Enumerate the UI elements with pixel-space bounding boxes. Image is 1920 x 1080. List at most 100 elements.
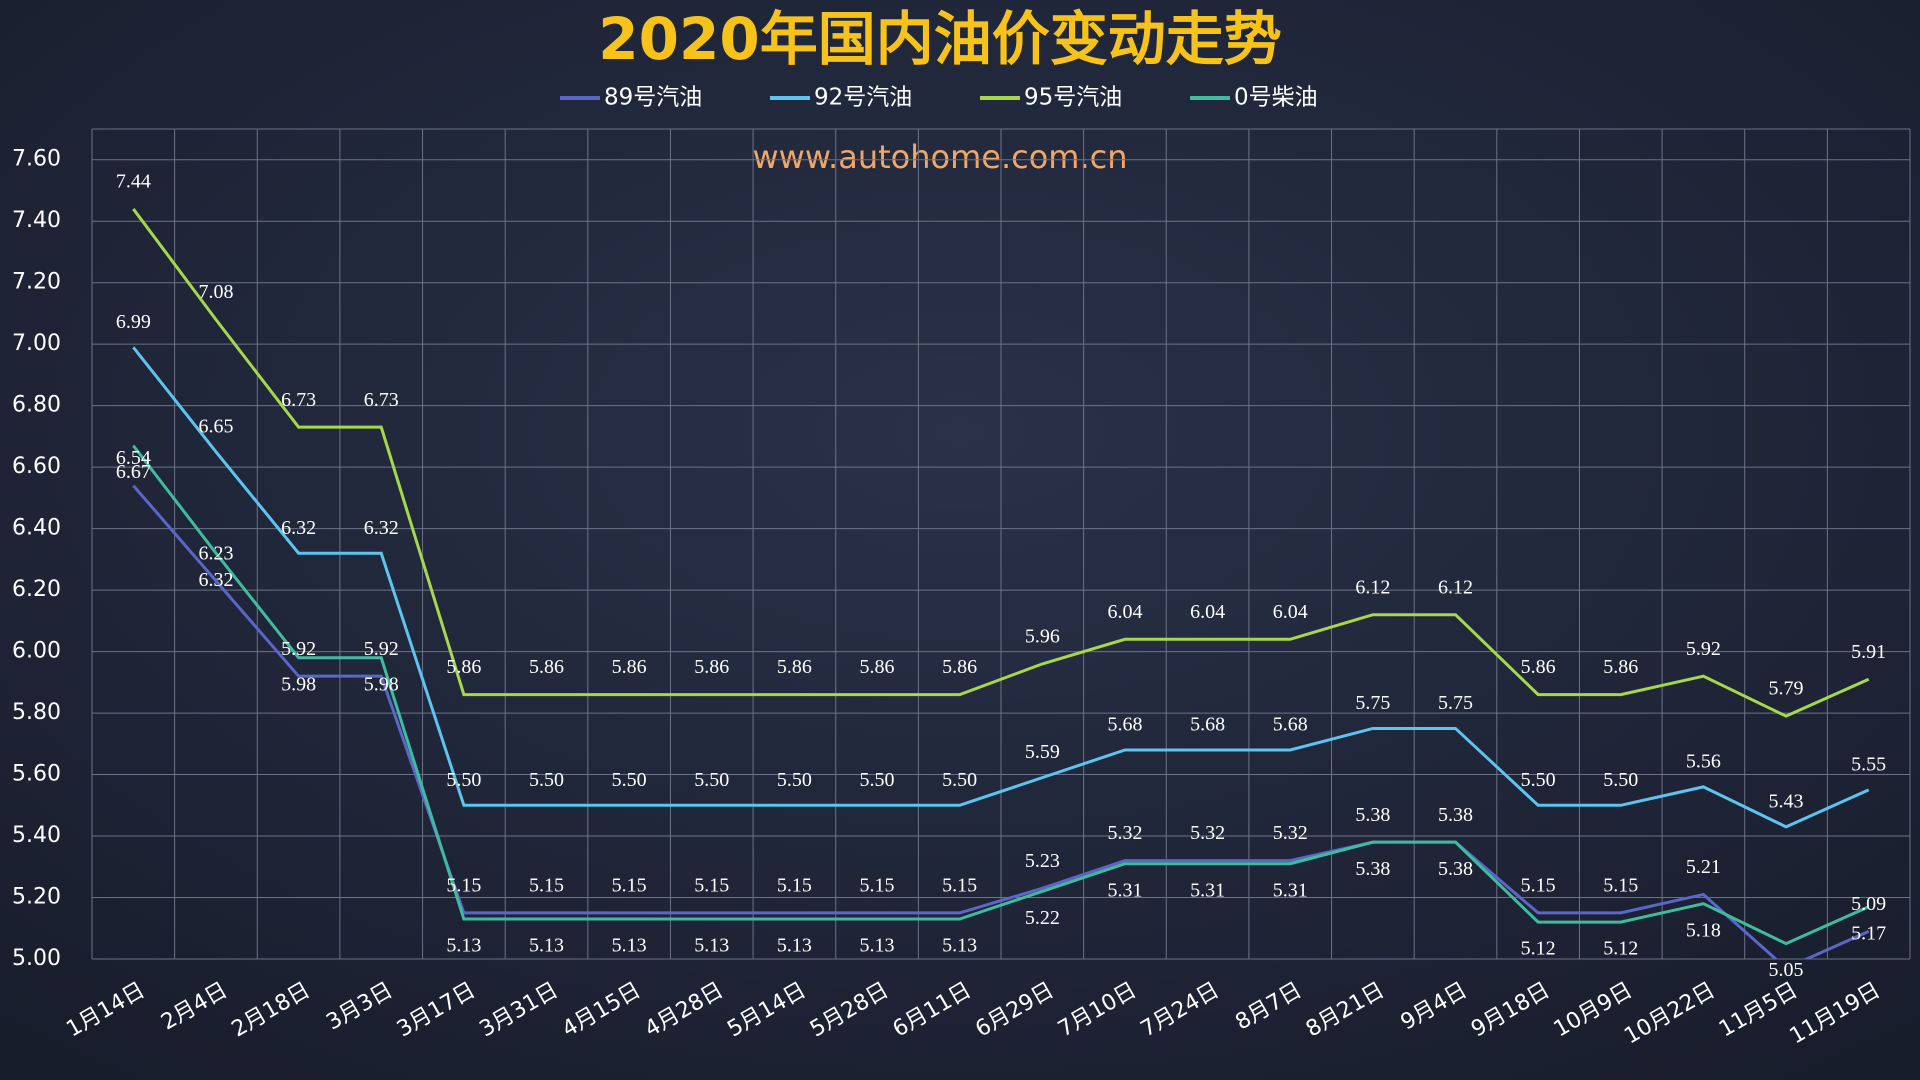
value-label: 5.15 [529,874,564,896]
value-label: 5.38 [1438,804,1473,826]
value-label: 7.08 [198,281,233,303]
value-label: 5.86 [612,656,647,678]
y-tick-label: 6.40 [12,516,61,541]
y-tick-label: 5.20 [12,885,61,910]
series-line [132,484,1870,959]
value-label: 5.98 [281,673,316,695]
value-label: 5.86 [942,656,977,678]
value-label: 5.38 [1438,858,1473,880]
value-label: 5.86 [1603,656,1638,678]
value-label: 5.13 [612,935,647,957]
value-label: 5.38 [1355,804,1390,826]
y-tick-label: 5.00 [12,946,61,971]
y-tick-label: 7.00 [12,331,61,356]
legend-label: 95号汽油 [1024,85,1122,111]
value-label: 5.92 [281,638,316,660]
value-label: 5.86 [694,656,729,678]
value-label: 5.50 [694,769,729,791]
chart-title: 2020年国内油价变动走势 [598,5,1281,73]
value-label: 5.75 [1355,692,1390,714]
value-label: 5.13 [942,935,977,957]
value-label: 6.32 [281,517,316,539]
y-tick-label: 6.00 [12,639,61,664]
series-line [132,346,1870,829]
value-label: 5.32 [1273,822,1308,844]
value-label: 5.12 [1603,938,1638,960]
y-tick-label: 5.80 [12,700,61,725]
legend-label: 0号柴油 [1234,85,1318,111]
value-label: 5.13 [446,935,481,957]
value-label: 5.92 [1686,638,1721,660]
value-label: 6.32 [364,517,399,539]
value-label: 5.22 [1025,907,1060,929]
series-line [132,444,1870,946]
y-tick-label: 6.60 [12,454,61,479]
value-label: 5.15 [777,874,812,896]
value-label: 5.86 [860,656,895,678]
legend-label: 92号汽油 [814,85,912,111]
value-label: 6.54 [116,447,151,469]
value-label: 5.50 [860,769,895,791]
value-label: 5.50 [1521,769,1556,791]
value-label: 5.12 [1521,938,1556,960]
value-label: 5.50 [446,769,481,791]
y-tick-label: 7.60 [12,147,61,172]
value-label: 5.86 [446,656,481,678]
value-label: 7.44 [116,171,151,193]
value-label: 5.55 [1851,754,1886,776]
value-label: 5.09 [1851,893,1886,915]
value-label: 6.04 [1107,601,1142,623]
value-label: 5.31 [1273,879,1308,901]
value-label: 5.13 [694,935,729,957]
value-label: 5.15 [860,874,895,896]
value-label: 5.21 [1686,856,1721,878]
value-label: 5.50 [942,769,977,791]
value-label: 5.96 [1025,625,1060,647]
value-label: 5.15 [1603,874,1638,896]
value-label: 5.98 [364,673,399,695]
value-label: 6.73 [281,389,316,411]
value-label: 5.23 [1025,850,1060,872]
value-label: 5.86 [777,656,812,678]
value-label: 6.23 [198,542,233,564]
value-label: 5.15 [694,874,729,896]
value-label: 5.68 [1107,714,1142,736]
value-label: 5.13 [860,935,895,957]
y-tick-label: 5.60 [12,762,61,787]
value-label: 5.13 [529,935,564,957]
value-label: 5.92 [364,638,399,660]
value-label: 6.12 [1438,576,1473,598]
value-label: 5.50 [529,769,564,791]
value-label: 5.68 [1273,714,1308,736]
value-label: 5.32 [1107,822,1142,844]
value-label: 5.05 [1769,959,1804,981]
value-label: 6.12 [1355,576,1390,598]
y-tick-label: 5.40 [12,823,61,848]
value-label: 5.68 [1190,714,1225,736]
value-label: 5.59 [1025,741,1060,763]
value-label: 5.15 [942,874,977,896]
legend-label: 89号汽油 [604,85,702,111]
value-label: 5.38 [1355,858,1390,880]
value-label: 5.15 [1521,874,1556,896]
value-label: 6.32 [198,569,233,591]
y-tick-label: 7.40 [12,208,61,233]
value-label: 5.31 [1190,879,1225,901]
value-label: 5.86 [529,656,564,678]
value-label: 5.15 [446,874,481,896]
value-label: 6.04 [1273,601,1308,623]
y-tick-label: 6.80 [12,393,61,418]
value-label: 5.50 [777,769,812,791]
value-label: 5.13 [777,935,812,957]
value-label: 6.73 [364,389,399,411]
series-line [132,208,1870,718]
value-label: 6.04 [1190,601,1225,623]
value-label: 6.65 [198,415,233,437]
watermark: www.autohome.com.cn [752,138,1127,176]
value-label: 5.43 [1769,790,1804,812]
value-label: 5.32 [1190,822,1225,844]
y-tick-label: 7.20 [12,270,61,295]
value-label: 5.91 [1851,641,1886,663]
